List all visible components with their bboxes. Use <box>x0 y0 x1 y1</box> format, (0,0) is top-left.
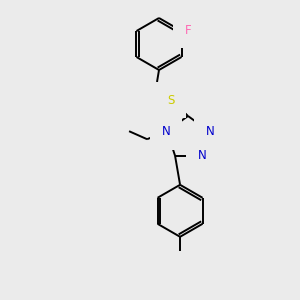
Text: N: N <box>162 125 170 138</box>
Text: N: N <box>198 149 206 162</box>
Text: S: S <box>167 94 175 106</box>
Text: F: F <box>185 23 192 37</box>
Text: N: N <box>206 125 214 138</box>
